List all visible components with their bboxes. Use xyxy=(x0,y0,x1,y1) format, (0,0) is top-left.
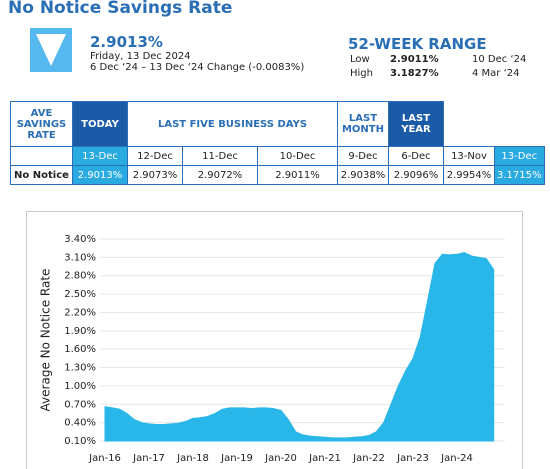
x-tick-label: Jan-23 xyxy=(396,453,429,464)
range-title: 52-WEEK RANGE xyxy=(348,35,487,53)
low-label: Low xyxy=(350,54,370,65)
y-tick-label: 3.10% xyxy=(64,252,96,263)
x-tick-label: Jan-16 xyxy=(88,453,121,464)
y-tick-label: 0.40% xyxy=(64,418,96,429)
y-tick-label: 2.20% xyxy=(64,307,96,318)
row-label: No Notice xyxy=(10,165,73,185)
trend-arrow xyxy=(36,34,66,66)
y-axis-label: Average No Notice Rate xyxy=(39,269,53,412)
header-cell: LAST FIVE BUSINESS DAYS xyxy=(127,101,338,147)
x-tick-label: Jan-19 xyxy=(220,453,253,464)
value-cell: 3.1715% xyxy=(494,165,545,185)
current-date: Friday, 13 Dec 2024 xyxy=(90,51,191,62)
page-title: No Notice Savings Rate xyxy=(8,0,233,18)
rate-change: 6 Dec ‘24 – 13 Dec ‘24 Change (-0.0083%) xyxy=(90,62,305,73)
x-tick-label: Jan-21 xyxy=(308,453,341,464)
y-tick-label: 0.70% xyxy=(64,399,96,410)
y-tick-label: 3.40% xyxy=(64,234,96,245)
high-value: 3.1827% xyxy=(390,68,439,79)
y-tick-label: 0.10% xyxy=(64,436,96,447)
date-cell: 13-Dec xyxy=(494,146,545,166)
value-cell: 2.9038% xyxy=(337,165,389,185)
trend-icon xyxy=(30,28,72,72)
y-tick-label: 1.90% xyxy=(64,326,96,337)
header-cell: TODAY xyxy=(72,101,128,147)
rates-table: AVE SAVINGS RATE TODAY LAST FIVE BUSINES… xyxy=(10,101,545,185)
high-label: High xyxy=(350,68,373,79)
x-tick-label: Jan-20 xyxy=(264,453,297,464)
chart-panel xyxy=(26,211,523,469)
y-tick-label: 1.00% xyxy=(64,381,96,392)
x-tick-label: Jan-24 xyxy=(440,453,473,464)
x-tick-label: Jan-22 xyxy=(352,453,385,464)
value-cell: 2.9013% xyxy=(72,165,128,185)
y-tick-label: 1.30% xyxy=(64,363,96,374)
y-tick-label: 2.50% xyxy=(64,289,96,300)
x-tick-label: Jan-17 xyxy=(132,453,165,464)
y-tick-label: 1.60% xyxy=(64,344,96,355)
low-date: 10 Dec ‘24 xyxy=(472,54,527,65)
value-cell: 2.9954% xyxy=(443,165,495,185)
low-value: 2.9011% xyxy=(390,54,439,65)
high-date: 4 Mar ‘24 xyxy=(472,68,520,79)
area xyxy=(104,251,495,442)
header-cell: LAST YEAR xyxy=(388,101,444,147)
date-cell: 13-Dec xyxy=(72,146,128,166)
x-tick-label: Jan-18 xyxy=(176,453,209,464)
current-rate: 2.9013% xyxy=(90,33,163,51)
y-tick-label: 2.80% xyxy=(64,271,96,282)
